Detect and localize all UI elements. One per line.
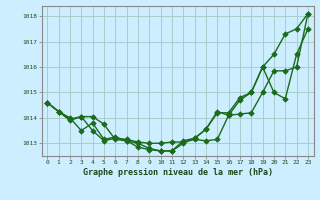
X-axis label: Graphe pression niveau de la mer (hPa): Graphe pression niveau de la mer (hPa) bbox=[83, 168, 273, 177]
